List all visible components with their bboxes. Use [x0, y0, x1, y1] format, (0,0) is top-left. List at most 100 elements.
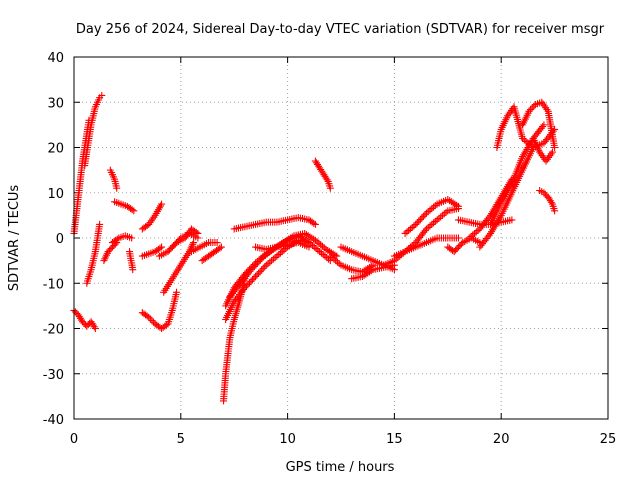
data-point-marker: [247, 277, 255, 285]
data-points: [70, 91, 559, 405]
chart-title: Day 256 of 2024, Sidereal Day-to-day VTE…: [76, 22, 605, 37]
data-point-marker: [540, 121, 548, 129]
data-point-marker: [415, 217, 423, 225]
x-tick-label: 15: [386, 432, 403, 447]
data-point-marker: [113, 235, 121, 243]
data-series-arc-34: [476, 144, 537, 251]
data-point-marker: [428, 220, 436, 228]
data-point-marker: [256, 268, 264, 276]
data-point-marker: [524, 139, 532, 147]
data-series-arc-02: [81, 91, 106, 170]
data-point-marker: [326, 184, 334, 192]
data-point-marker: [322, 245, 330, 253]
data-series-arc-22: [230, 214, 319, 233]
data-point-marker: [263, 250, 271, 258]
data-point-marker: [273, 252, 281, 260]
data-point-marker: [437, 213, 445, 221]
data-series-arc-08: [108, 232, 136, 247]
data-series-arc-11: [138, 243, 166, 260]
data-point-marker: [428, 205, 436, 213]
data-point-marker: [241, 284, 249, 292]
data-series-arc-30: [401, 196, 462, 237]
data-series-arc-03: [70, 306, 99, 332]
data-point-marker: [310, 219, 318, 227]
data-point-marker: [310, 235, 318, 243]
data-point-marker: [213, 239, 221, 247]
data-point-marker: [285, 235, 293, 243]
data-point-marker: [401, 229, 409, 237]
data-point-marker: [551, 207, 559, 215]
data-point-marker: [128, 206, 136, 214]
data-point-marker: [451, 200, 459, 208]
y-tick-label: -40: [43, 413, 64, 428]
data-point-marker: [422, 209, 430, 217]
data-point-marker: [96, 220, 104, 228]
data-point-marker: [421, 227, 429, 235]
y-tick-label: 10: [47, 187, 64, 202]
data-point-marker: [426, 222, 434, 230]
data-point-marker: [98, 91, 106, 99]
data-point-marker: [298, 234, 306, 242]
data-point-marker: [283, 236, 291, 244]
data-point-marker: [410, 222, 418, 230]
data-point-marker: [148, 317, 156, 325]
data-point-marker: [430, 203, 438, 211]
data-point-marker: [266, 258, 274, 266]
data-series-arc-14: [160, 239, 198, 296]
data-point-marker: [471, 229, 478, 237]
data-point-marker: [406, 225, 414, 233]
data-point-marker: [252, 272, 260, 280]
data-point-marker: [519, 134, 527, 142]
data-point-marker: [143, 222, 151, 230]
data-point-marker: [416, 216, 424, 224]
data-point-marker: [313, 238, 321, 246]
data-point-marker: [430, 219, 438, 227]
data-point-marker: [261, 263, 269, 271]
data-point-marker: [447, 198, 455, 206]
data-point-marker: [262, 251, 270, 259]
data-point-marker: [485, 231, 493, 239]
data-point-marker: [360, 271, 368, 279]
data-point-marker: [324, 246, 332, 254]
data-series-arc-07: [111, 198, 138, 215]
data-point-marker: [312, 245, 320, 253]
data-point-marker: [304, 232, 312, 240]
data-point-marker: [286, 234, 294, 242]
data-point-marker: [530, 102, 538, 110]
data-point-marker: [547, 198, 555, 206]
data-point-marker: [326, 252, 334, 260]
data-point-marker: [158, 243, 166, 251]
data-series-arc-29: [390, 234, 462, 260]
data-point-marker: [526, 140, 534, 148]
data-point-marker: [457, 240, 465, 248]
data-point-marker: [253, 271, 261, 279]
x-tick-label: 0: [70, 432, 78, 447]
data-point-marker: [424, 223, 432, 231]
data-point-marker: [90, 323, 98, 331]
data-point-marker: [146, 315, 154, 323]
data-point-marker: [247, 266, 255, 274]
data-series-arc-12: [138, 288, 181, 332]
y-tick-labels: -40 -30 -20 -10 0 10 20 30 40: [43, 51, 64, 428]
data-point-marker: [255, 258, 263, 266]
data-point-marker: [145, 313, 153, 321]
data-point-marker: [318, 242, 326, 250]
data-series-arc-23: [252, 239, 313, 253]
data-point-marker: [431, 217, 439, 225]
data-point-marker: [300, 235, 308, 243]
data-point-marker: [442, 208, 450, 216]
data-point-marker: [446, 197, 454, 205]
data-point-marker: [485, 213, 493, 221]
data-point-marker: [269, 255, 277, 263]
data-point-marker: [242, 282, 250, 290]
data-point-marker: [288, 233, 296, 241]
data-point-marker: [250, 274, 258, 282]
data-point-marker: [438, 211, 446, 219]
data-point-marker: [328, 254, 336, 262]
data-point-marker: [419, 212, 427, 220]
y-axis-label: SDTVAR / TECUs: [7, 185, 22, 292]
data-point-marker: [258, 266, 266, 274]
x-tick-label: 10: [279, 432, 296, 447]
data-point-marker: [454, 234, 462, 242]
